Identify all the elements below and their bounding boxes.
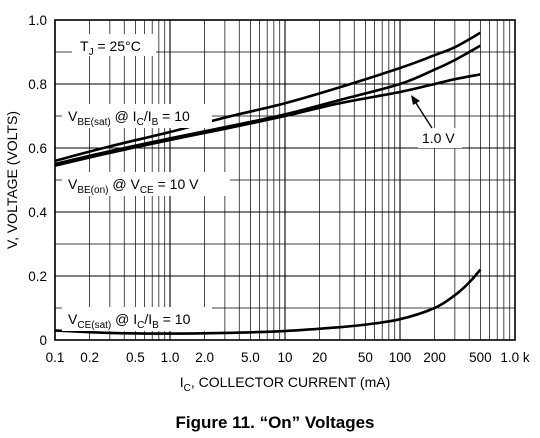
tick-labels: 0.1 0.2 0.5 1.0 2.0 5.0 10 20 50 100 200 500 1.0 k 0 0… <box>28 13 530 365</box>
series-line-3 <box>54 73 481 167</box>
x-tick-label: 10 <box>277 350 292 365</box>
series-line-4 <box>54 268 482 335</box>
temperature-label: TJ = 25°C <box>80 38 141 58</box>
vbe-sat-label: VBE(sat) @ IC/IB = 10 <box>68 108 190 128</box>
one-volt-arrow-line <box>413 99 433 129</box>
x-tick-label: 200 <box>423 350 446 365</box>
vce-sat-annotation-bg <box>62 307 212 331</box>
y-tick-label: 0.8 <box>28 77 47 92</box>
x-tick-label: 0.2 <box>80 350 99 365</box>
x-tick-label: 0.5 <box>126 350 145 365</box>
x-tick-label: 2.0 <box>195 350 214 365</box>
x-tick-label: 1.0 k <box>500 350 530 365</box>
x-tick-label: 1.0 <box>161 350 180 365</box>
one-volt-arrow-head <box>411 95 420 105</box>
vbe-on-annotation: VBE(on) @ VCE = 10 V <box>62 172 230 196</box>
y-tick-label: 0.2 <box>28 269 47 284</box>
one-volt-annotation-bg <box>418 128 462 148</box>
y-tick-label: 0.6 <box>28 141 47 156</box>
y-axis-label: V, VOLTAGE (VOLTS) <box>4 111 20 249</box>
temperature-annotation: TJ = 25°C <box>72 34 156 58</box>
y-tick-label: 0.4 <box>28 205 47 220</box>
series-line-2 <box>54 44 482 166</box>
grid <box>54 20 515 340</box>
vbe-on-label: VBE(on) @ VCE = 10 V <box>68 176 199 196</box>
temperature-annotation-bg <box>72 34 156 56</box>
vbe-sat-annotation: VBE(sat) @ IC/IB = 10 <box>62 104 212 128</box>
x-axis-label: IC, COLLECTOR CURRENT (mA) <box>180 374 391 394</box>
vce-sat-annotation: VCE(sat) @ IC/IB = 10 <box>62 307 212 331</box>
vbe-on-annotation-bg <box>62 172 230 196</box>
x-tick-label: 50 <box>358 350 373 365</box>
y-tick-label: 0 <box>39 333 47 348</box>
x-tick-label: 500 <box>469 350 492 365</box>
plot-frame <box>54 19 516 341</box>
x-tick-label: 0.1 <box>46 350 65 365</box>
one-volt-label: 1.0 V <box>422 130 455 146</box>
vce-sat-label: VCE(sat) @ IC/IB = 10 <box>68 311 191 331</box>
x-tick-label: 20 <box>312 350 327 365</box>
y-tick-label: 1.0 <box>28 13 47 28</box>
x-tick-label: 100 <box>389 350 412 365</box>
one-volt-annotation: 1.0 V <box>411 95 462 148</box>
vbe-sat-annotation-bg <box>62 104 212 128</box>
curves <box>54 31 482 335</box>
x-tick-label: 5.0 <box>241 350 260 365</box>
series-line-1 <box>54 31 482 163</box>
figure-caption: Figure 11. “On” Voltages <box>175 413 374 432</box>
